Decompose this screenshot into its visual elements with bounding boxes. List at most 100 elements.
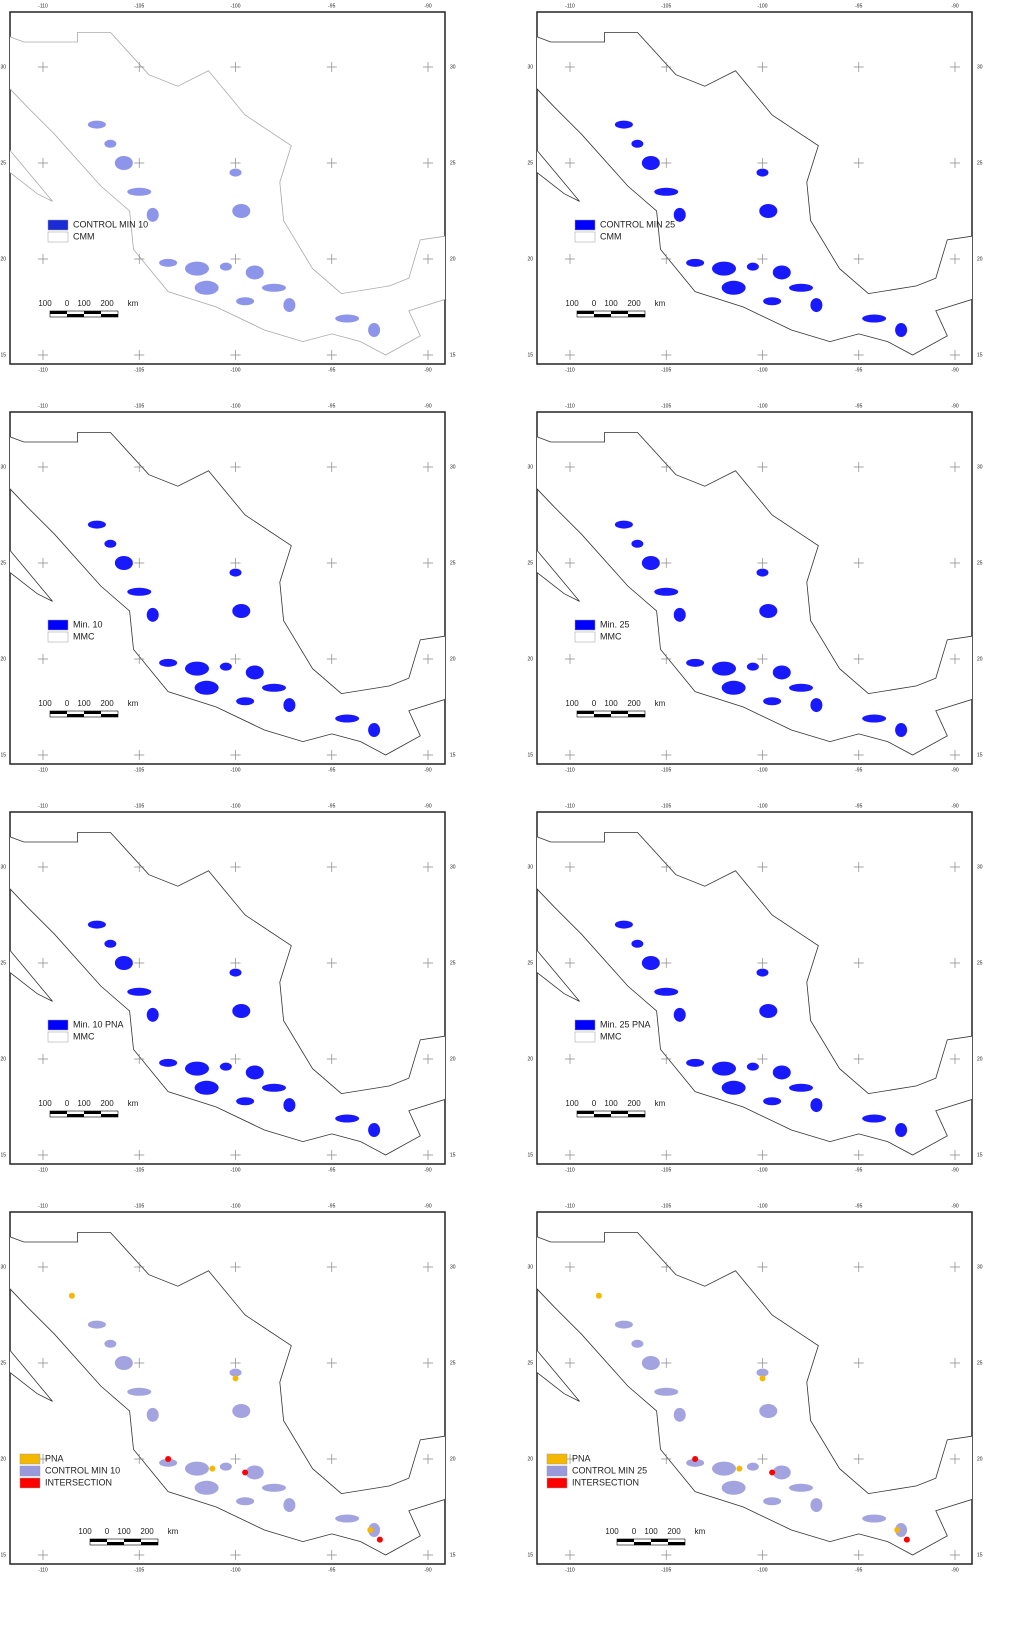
habitat-area (236, 1097, 255, 1106)
habitat-area (746, 662, 759, 671)
scale-frame (576, 1110, 646, 1118)
habitat-area (368, 1123, 381, 1138)
lon-label: -95 (328, 367, 335, 373)
grid-cross (134, 558, 145, 568)
map-body (537, 1232, 972, 1556)
legend-label: CONTROL MIN 10 (73, 219, 148, 229)
lat-label: 15 (0, 752, 6, 758)
grid-cross (661, 254, 672, 264)
habitat-area (368, 1523, 381, 1538)
grid-cross (853, 558, 864, 568)
grid-cross (326, 1550, 337, 1560)
grid-cross (326, 350, 337, 360)
habitat-area (335, 1114, 360, 1123)
lat-label: 20 (0, 656, 6, 662)
habitat-area (262, 683, 286, 692)
lon-label: -95 (855, 403, 862, 409)
legend-swatch (546, 1465, 568, 1477)
grid-cross (950, 958, 960, 968)
habitat-area (759, 604, 778, 618)
lon-label: -90 (424, 3, 431, 9)
lon-label: -110 (565, 1167, 575, 1173)
lat-label: 25 (0, 1360, 6, 1366)
grid-cross (134, 1054, 145, 1064)
grid-cross (661, 1358, 672, 1368)
grid-cross (230, 654, 241, 664)
habitat-area (283, 298, 296, 313)
scale-label: 100 (38, 1099, 52, 1108)
habitat-area (232, 1004, 251, 1018)
intersection-area (692, 1456, 699, 1462)
habitat-area (283, 698, 296, 713)
scale-frame (576, 310, 646, 318)
scale-label: 100 (565, 299, 579, 308)
habitat-area (146, 1407, 159, 1422)
lat-label: 25 (977, 1360, 983, 1366)
habitat-area (232, 604, 251, 618)
lon-label: -105 (661, 1567, 671, 1573)
lon-label: -95 (328, 803, 335, 809)
grid-cross (423, 1454, 433, 1464)
habitat-area (614, 920, 633, 929)
lon-label: -105 (134, 767, 144, 773)
scale-segment (577, 1111, 594, 1114)
protected-area (68, 1292, 75, 1299)
scale-frame (576, 710, 646, 718)
habitat-area (283, 1498, 296, 1513)
protected-area (894, 1527, 901, 1534)
grid-cross (565, 1262, 575, 1272)
habitat-area (763, 697, 782, 706)
lon-label: -90 (424, 767, 431, 773)
lon-label: -100 (757, 3, 767, 9)
intersection-area (376, 1536, 383, 1543)
legend-label: MMC (73, 631, 95, 641)
grid-cross (38, 254, 48, 264)
habitat-area (614, 120, 633, 129)
scale-segment (634, 1542, 651, 1545)
habitat-area (789, 683, 813, 692)
lon-label: -95 (855, 767, 862, 773)
habitat-area (631, 139, 644, 148)
grid-cross (757, 158, 768, 168)
habitat-area (185, 661, 209, 676)
habitat-area (614, 520, 633, 529)
grid-cross (230, 1550, 241, 1560)
scale-label: 100 (38, 299, 52, 308)
grid-cross (757, 254, 768, 264)
habitat-area (219, 1462, 232, 1471)
habitat-area (232, 204, 251, 218)
habitat-area (614, 1320, 633, 1329)
grid-cross (661, 1054, 672, 1064)
intersection-area (242, 1469, 249, 1476)
lat-label: 30 (0, 1264, 6, 1270)
grid-cross (661, 462, 672, 472)
lat-label: 15 (450, 1552, 456, 1558)
map-panel: -110 -110 -105 -105 -100 -100 -95 -95 -90 -90 30 30… (527, 803, 982, 1173)
grid-cross (326, 1262, 337, 1272)
lon-label: -105 (134, 803, 144, 809)
legend-swatch (47, 1019, 69, 1031)
map-body (10, 432, 445, 756)
legend-label: CMM (73, 231, 95, 241)
legend-label: INTERSECTION (45, 1477, 112, 1487)
map-body (537, 432, 972, 756)
grid-cross (230, 158, 241, 168)
scale-frame (49, 1110, 119, 1118)
scale-label: 200 (627, 699, 641, 708)
lon-label: -90 (951, 803, 958, 809)
legend-swatch (19, 1477, 41, 1489)
habitat-area (159, 658, 178, 667)
map-body (10, 1232, 445, 1556)
lat-label: 30 (977, 464, 983, 470)
grid-cross (230, 1150, 241, 1160)
legend-swatch (47, 231, 69, 243)
scale-segment (651, 1539, 668, 1542)
scale-segment (611, 1111, 628, 1114)
habitat-area (746, 262, 759, 271)
legend-label: Min. 25 PNA (600, 1019, 651, 1029)
map-panel: -110 -110 -105 -105 -100 -100 -95 -95 -90 -90 30 30… (0, 1203, 456, 1573)
habitat-area (721, 1080, 746, 1095)
scale-label: 100 (77, 1099, 91, 1108)
scale-segment (67, 314, 84, 317)
scale-segment (50, 1111, 67, 1114)
